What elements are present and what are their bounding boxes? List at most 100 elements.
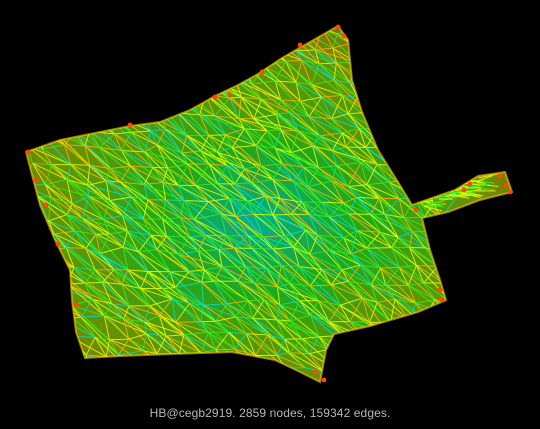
graph-edge [385, 45, 409, 50]
graph-edge [102, 43, 138, 78]
graph-edge [208, 135, 218, 153]
graph-edge [157, 78, 176, 83]
graph-edge [56, 97, 74, 101]
graph-edge [280, 99, 320, 137]
graph-edge [34, 270, 50, 285]
graph-edge [85, 81, 131, 103]
graph-edge [73, 66, 102, 81]
graph-edge [150, 26, 190, 68]
graph-edge [347, 186, 358, 198]
graph-edge [348, 280, 372, 286]
graph-edge [200, 150, 210, 165]
graph-edge [110, 165, 131, 170]
graph-edge [217, 147, 233, 153]
graph-edge [26, 286, 52, 301]
graph-edge [26, 195, 38, 216]
graph-edge [100, 79, 144, 112]
graph-edge [319, 135, 333, 151]
graph-edge [396, 130, 427, 153]
graph-edge [409, 320, 448, 354]
graph-edge [393, 59, 409, 84]
graph-edge [197, 46, 217, 51]
graph-edge [386, 350, 404, 355]
graph-edge [308, 116, 343, 134]
graph-edge [99, 233, 111, 254]
graph-edge [341, 269, 372, 286]
graph-edge [39, 366, 55, 374]
graph-edge [167, 163, 188, 169]
graph-edge [205, 93, 245, 130]
graph-edge [414, 28, 432, 34]
graph-edge [44, 164, 53, 185]
graph-edge [347, 186, 385, 215]
graph-edge [51, 66, 74, 69]
graph-edge [251, 236, 264, 249]
graph-edge [128, 338, 158, 355]
graph-edge [130, 101, 144, 112]
graph-edge [408, 282, 424, 286]
graph-edge [162, 167, 169, 183]
graph-edge [144, 151, 179, 186]
graph-edge [111, 303, 145, 323]
graph-edge [93, 63, 119, 85]
graph-node [461, 187, 467, 193]
graph-edge [196, 29, 208, 50]
graph-node [73, 302, 79, 308]
graph-edge [384, 213, 426, 249]
graph-edge [423, 355, 455, 373]
graph-edge [247, 300, 278, 321]
graph-edge [445, 236, 452, 253]
graph-edge [360, 264, 381, 269]
graph-edge [56, 99, 84, 114]
graph-edge [329, 249, 352, 255]
graph-edge [152, 166, 168, 169]
graph-edge [209, 163, 227, 166]
graph-edge [48, 265, 53, 285]
graph-edge [235, 216, 274, 250]
graph-edge [167, 167, 179, 186]
graph-edge [213, 280, 254, 319]
graph-edge [177, 46, 190, 68]
graph-node [259, 69, 265, 75]
graph-edge [362, 331, 381, 338]
graph-edge [45, 99, 58, 116]
graph-edge [425, 129, 436, 153]
graph-edge [165, 335, 202, 354]
graph-edge [379, 60, 389, 86]
graph-edge [321, 201, 344, 204]
graph-edge [434, 60, 454, 64]
graph-edge [70, 164, 88, 186]
graph-edge [289, 352, 325, 373]
graph-edge [253, 213, 285, 237]
graph-edge [301, 60, 313, 85]
graph-edge [398, 231, 413, 238]
graph-edge [37, 96, 57, 101]
graph-edge [245, 266, 267, 270]
graph-edge [161, 287, 204, 306]
graph-edge [50, 299, 73, 307]
graph-edge [390, 322, 394, 340]
graph-edge [370, 284, 410, 322]
graph-edge [298, 265, 332, 286]
graph-edge [331, 165, 338, 182]
graph-edge [208, 135, 245, 170]
graph-edge [390, 321, 415, 339]
graph-edge [74, 230, 115, 270]
graph-edge [310, 300, 319, 316]
graph-edge [41, 144, 65, 150]
graph-edge [237, 280, 280, 306]
graph-edge [65, 247, 103, 283]
graph-edge [189, 236, 199, 252]
graph-edge [122, 230, 128, 248]
graph-edge [377, 28, 409, 50]
graph-edge [276, 319, 320, 338]
graph-edge [356, 196, 385, 215]
graph-edge [187, 163, 196, 186]
graph-edge [178, 46, 206, 68]
graph-edge [214, 97, 230, 117]
graph-edge [207, 331, 217, 350]
graph-edge [121, 149, 154, 168]
graph-edge [423, 45, 442, 52]
graph-edge [367, 45, 409, 85]
graph-edge [423, 318, 452, 339]
